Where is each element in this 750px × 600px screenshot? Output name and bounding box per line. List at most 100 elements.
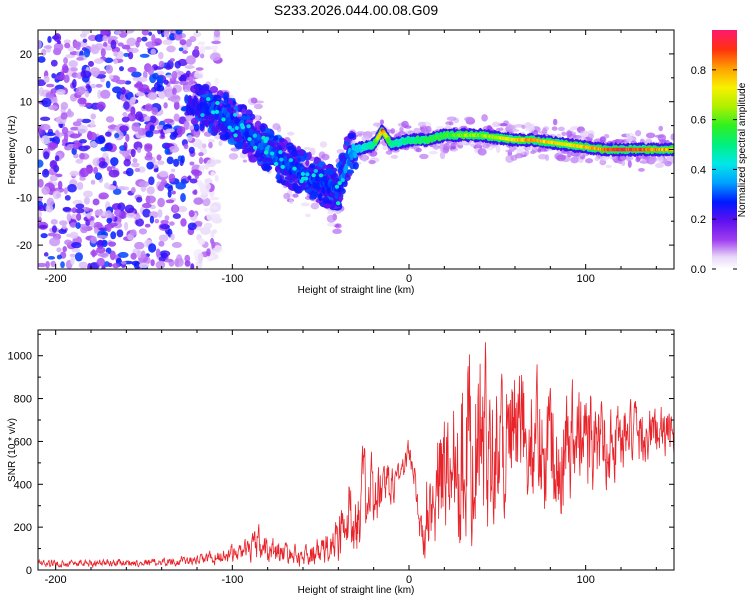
halo-blob <box>289 198 294 205</box>
ridge-cloud-blob <box>260 163 271 171</box>
ridge-bright-spot <box>278 150 283 155</box>
snr-frame <box>37 329 675 571</box>
ridge-cloud-blob <box>199 123 205 132</box>
noise-blob <box>176 71 184 76</box>
halo-blob <box>567 150 573 158</box>
ridge-bright-spot <box>253 145 258 150</box>
noise-blob <box>75 86 86 96</box>
x-tick-label: -200 <box>45 273 67 285</box>
noise-blob <box>130 106 135 114</box>
x-tick-label: 0 <box>406 273 412 285</box>
ridge-bright-spot <box>299 179 304 184</box>
noise-blob <box>213 30 221 38</box>
halo-blob <box>420 129 426 134</box>
noise-blob <box>98 192 109 200</box>
noise-blob <box>199 53 205 59</box>
halo-blob <box>272 123 281 130</box>
noise-blob <box>123 141 128 152</box>
noise-blob <box>158 51 164 60</box>
noise-blob <box>127 112 137 122</box>
noise-blob <box>129 96 136 106</box>
noise-blob <box>90 44 100 55</box>
noise-blob <box>145 195 156 204</box>
noise-blob <box>144 154 153 161</box>
halo-blob <box>413 127 421 134</box>
noise-blob <box>180 192 186 203</box>
halo-blob <box>445 124 451 129</box>
ridge-bright-spot <box>246 124 251 129</box>
noise-blob <box>104 57 114 64</box>
noise-blob <box>134 241 145 250</box>
noise-blob <box>157 30 162 35</box>
noise-blob <box>173 113 180 122</box>
noise-blob <box>95 83 103 88</box>
noise-blob <box>185 38 192 48</box>
noise-blob <box>146 186 155 195</box>
ridge-cloud-blob <box>305 159 310 166</box>
noise-blob <box>71 213 77 220</box>
noise-blob <box>80 70 92 79</box>
noise-blob <box>46 83 55 88</box>
noise-blob <box>57 180 63 190</box>
halo-blob <box>319 141 328 148</box>
noise-blob <box>94 209 103 216</box>
halo-blob <box>561 131 567 136</box>
noise-blob <box>47 255 56 260</box>
snr-y-label: SNR (10 * v/v) <box>7 418 18 482</box>
noise-blob <box>135 111 143 121</box>
noise-blob <box>203 207 210 212</box>
noise-blob <box>170 168 176 173</box>
halo-blob <box>570 156 579 164</box>
noise-blob <box>55 192 62 198</box>
halo-blob <box>283 192 291 200</box>
ridge-cloud-blob <box>212 120 219 126</box>
noise-blob <box>112 180 117 187</box>
spectrogram-y-axis: -20 -10 0 10 20 <box>16 29 674 270</box>
noise-blob <box>141 36 148 42</box>
noise-blob <box>129 47 139 54</box>
noise-blob <box>171 70 178 80</box>
ridge-mid <box>199 101 204 110</box>
halo-blob <box>446 116 457 121</box>
noise-blob <box>164 147 171 155</box>
noise-blob <box>70 256 75 265</box>
halo-blob <box>321 153 330 161</box>
ridge-cloud-blob <box>209 86 219 94</box>
noise-blob <box>112 263 120 269</box>
y-tick-label: 1000 <box>8 351 32 363</box>
y-tick-label: 0 <box>26 145 32 157</box>
noise-blob <box>157 75 164 83</box>
noise-blob <box>90 113 97 120</box>
noise-blob <box>86 212 92 219</box>
noise-blob <box>172 204 179 213</box>
ridge-bright-spot <box>247 137 252 142</box>
noise-blob <box>160 252 168 259</box>
noise-blob <box>199 45 206 54</box>
noise-blob <box>176 205 188 213</box>
noise-blob <box>121 44 131 50</box>
noise-blob <box>151 130 161 134</box>
noise-blob <box>157 160 165 165</box>
noise-blob <box>96 101 106 111</box>
noise-blob <box>105 64 114 74</box>
noise-blob <box>148 176 155 186</box>
halo-blob <box>242 159 248 163</box>
halo-blob <box>326 214 336 223</box>
halo-blob <box>218 140 223 147</box>
noise-blob <box>173 158 180 167</box>
noise-blob <box>145 130 154 138</box>
noise-blob <box>168 221 175 226</box>
noise-blob <box>131 71 142 78</box>
noise-blob <box>40 233 48 239</box>
noise-blob <box>211 241 216 249</box>
noise-blob <box>72 41 82 48</box>
noise-blob <box>214 174 219 182</box>
noise-blob <box>108 74 114 80</box>
noise-blob <box>197 252 204 262</box>
noise-blob <box>144 144 153 152</box>
noise-blob <box>159 182 165 190</box>
halo-blob <box>382 145 388 150</box>
halo-blob <box>594 156 600 162</box>
ridge-bright-spot <box>305 172 310 177</box>
